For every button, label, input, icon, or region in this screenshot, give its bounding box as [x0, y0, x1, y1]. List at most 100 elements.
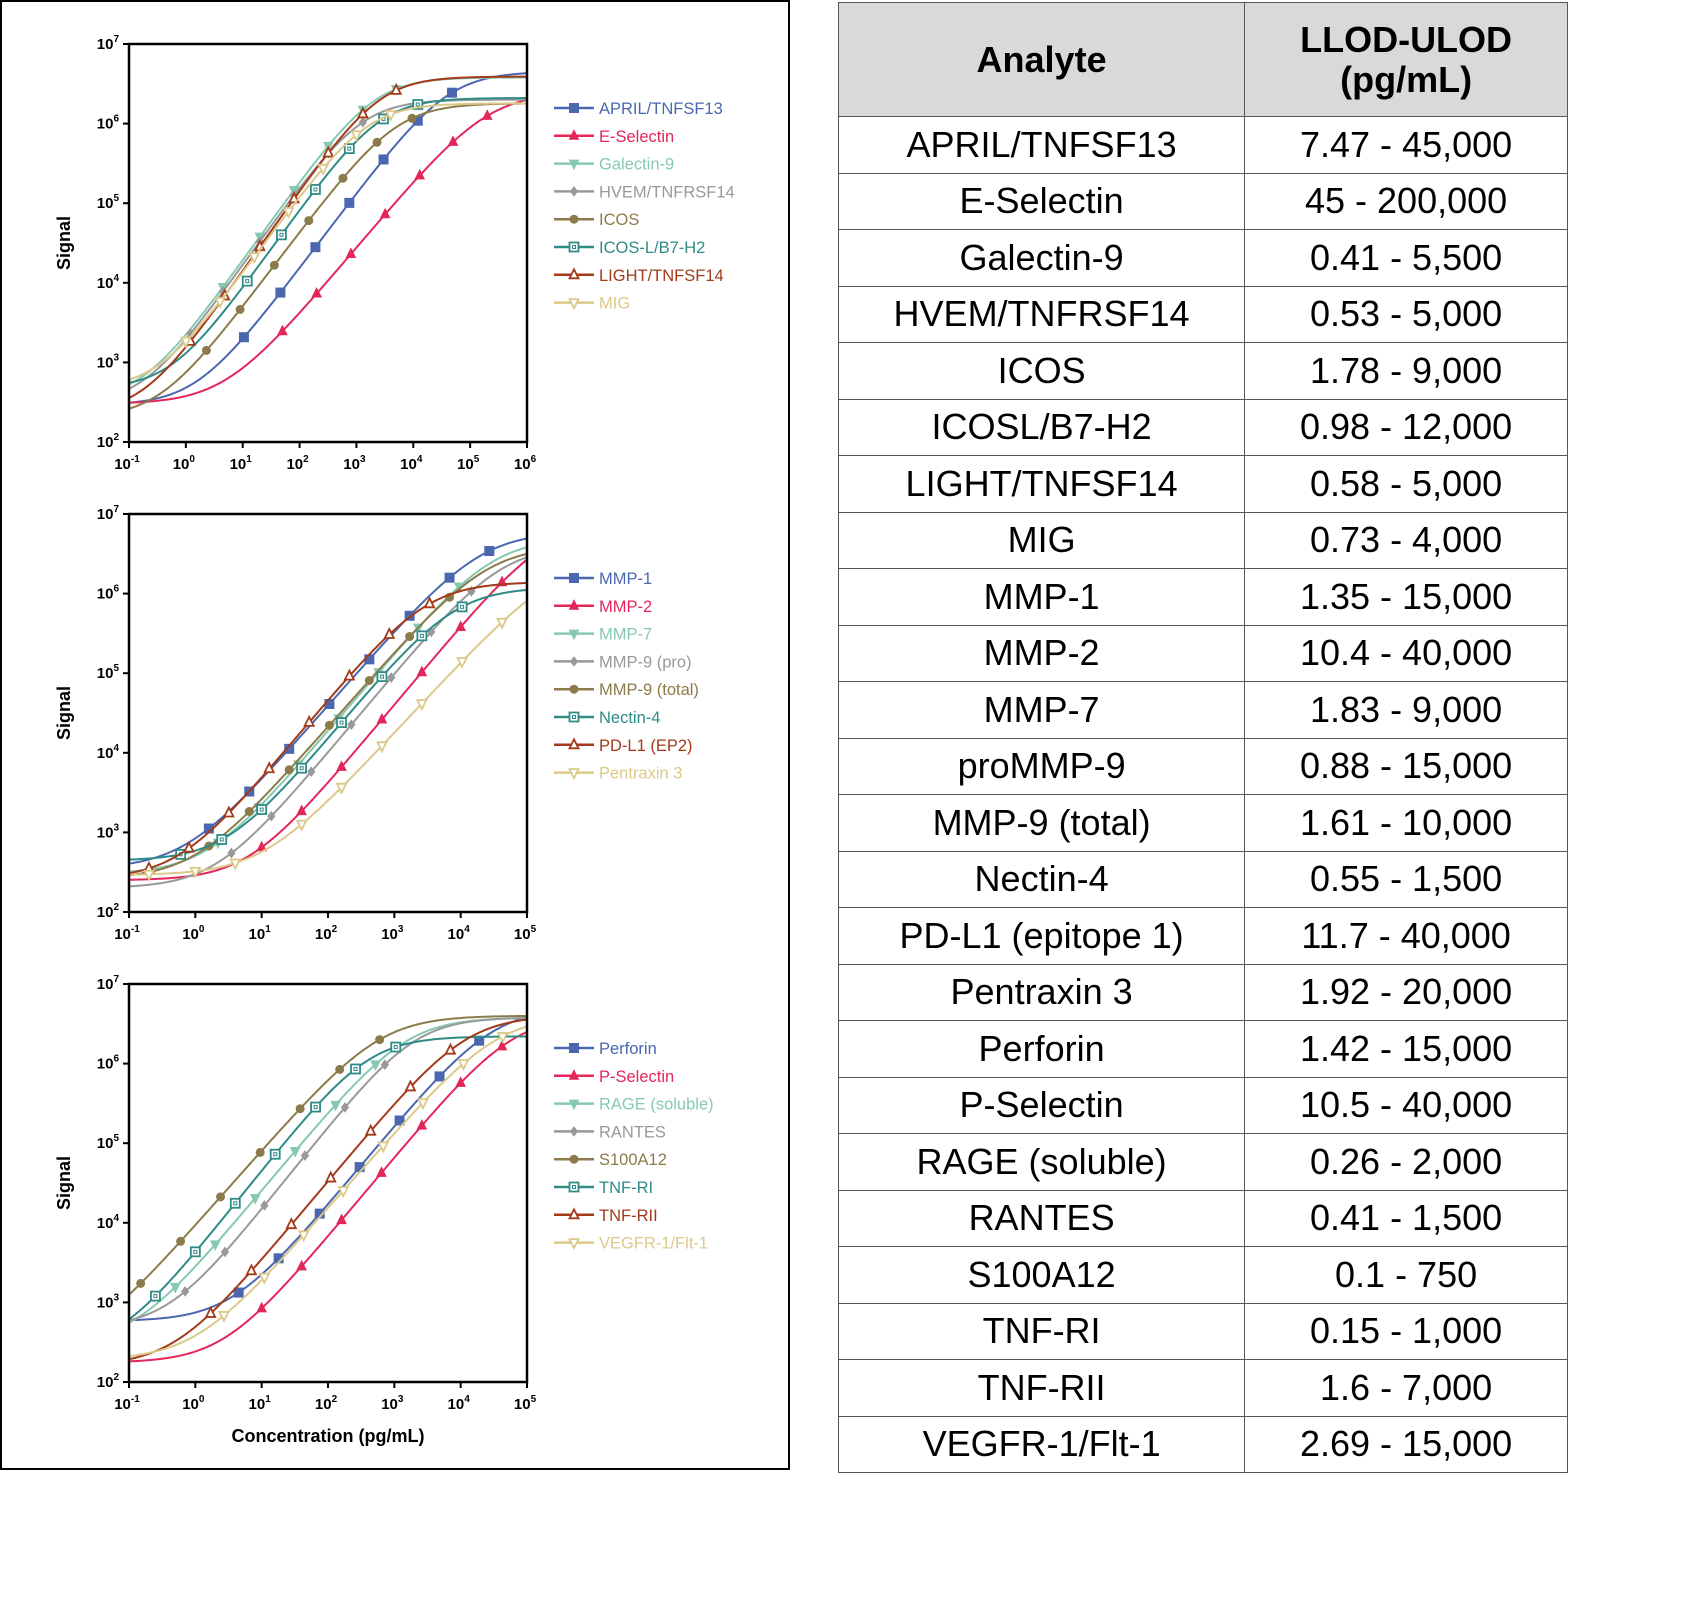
nectin-4-data-point [376, 671, 388, 683]
legend-item-icos-l-b7-h2: ICOS-L/B7-H2 [554, 239, 705, 257]
analyte-cell: ICOS [837, 342, 1246, 400]
x-tick-exp: 2 [332, 924, 338, 935]
range-cell: 0.98 - 12,000 [1244, 398, 1568, 456]
s100a12-data-point [255, 1147, 265, 1157]
legend-item-mmp-2: MMP-2 [554, 598, 652, 616]
mmp-9-pro-data-point [347, 719, 356, 730]
vegfr-1-flt-1-data-point [496, 1032, 509, 1044]
legend-item-icos: ICOS [554, 211, 639, 229]
y-tick-label: 105 [97, 193, 120, 212]
rantes-data-point [260, 1200, 269, 1211]
table-row: ICOSL/B7-H2 0.98 - 12,000 [837, 398, 1568, 456]
x-tick-base: 10 [286, 456, 303, 472]
legend-label: TNF-RI [599, 1179, 653, 1197]
x-tick-base: 10 [114, 926, 131, 942]
rage-soluble-data-point [289, 1147, 301, 1158]
range-cell: 1.78 - 9,000 [1244, 342, 1568, 400]
x-tick-label: 100 [182, 1394, 205, 1413]
x-tick-exp: 2 [332, 1394, 338, 1405]
y-tick-base: 10 [97, 976, 114, 993]
p-selectin-legend-data-point [568, 1069, 580, 1080]
analyte-cell: RAGE (soluble) [837, 1133, 1246, 1191]
mmp-9-total-data-point [324, 720, 334, 730]
mmp-7-legend-data-point [568, 629, 580, 641]
legend: MMP-1 MMP-2 MMP-7 MMP-9 (pro) MMP-9 (total) N… [554, 570, 699, 783]
icos-l-b7-h2-data-point [343, 143, 355, 155]
y-tick-exp: 4 [113, 743, 119, 754]
analyte-cell: Nectin-4 [837, 850, 1246, 908]
legend-item-e-selectin: E-Selectin [554, 128, 674, 146]
mmp-9-pro-data-point [227, 847, 236, 859]
table-row: proMMP-9 0.88 - 15,000 [837, 737, 1568, 795]
analyte-cell: LIGHT/TNFSF14 [837, 455, 1246, 513]
light-tnfsf14-data-point [322, 145, 335, 158]
pentraxin-3-data-point [335, 782, 348, 795]
icos-data-point [304, 216, 314, 226]
y-axis-label: Signal [54, 1156, 74, 1210]
y-tick-label: 106 [97, 1054, 120, 1073]
mig-data-point [350, 130, 363, 143]
perforin-data-point [434, 1071, 445, 1082]
rantes-data-point [340, 1102, 350, 1113]
legend: APRIL/TNFSF13 E-Selectin Galectin-9 HVEM/TN… [554, 100, 735, 313]
table-row: LIGHT/TNFSF14 0.58 - 5,000 [837, 455, 1568, 513]
legend-item-tnf-rii: TNF-RII [554, 1207, 658, 1225]
x-tick-exp: 0 [199, 924, 205, 935]
range-cell: 0.55 - 1,500 [1244, 850, 1568, 908]
y-tick-base: 10 [97, 275, 114, 292]
legend-label: ICOS [599, 211, 639, 229]
nectin-4-legend-data-point [568, 711, 580, 723]
mmp-9-total-data-point [244, 806, 254, 816]
nectin-4-data-point [256, 804, 268, 815]
range-cell: 0.41 - 1,500 [1244, 1189, 1568, 1247]
standard-curves-panel: 10-1 100 101 102 103 104 105 106 102 103 104 105 106… [0, 0, 790, 1470]
pentraxin-3-data-point [415, 699, 428, 712]
y-tick-base: 10 [97, 506, 114, 523]
plot-frame [127, 982, 529, 1384]
legend-item-mmp-1: MMP-1 [554, 570, 652, 588]
mig-data-point [384, 110, 397, 122]
y-tick-exp: 4 [113, 1213, 119, 1224]
y-tick-label: 107 [97, 34, 120, 53]
pentraxin-3-data-point [229, 858, 242, 871]
mig-legend-data-point [568, 298, 580, 311]
standard-curve-chart-2: 10-1 100 101 102 103 104 105102103104105106107… [54, 504, 699, 942]
y-tick-label: 106 [97, 114, 120, 133]
mmp-1-data-point [364, 654, 375, 665]
y-tick-label: 106 [97, 584, 120, 603]
curve-vegfr-1-flt-1 [129, 1025, 527, 1358]
pd-l1-ep2-data-point [263, 761, 276, 774]
x-tick-label: 103 [343, 454, 366, 472]
y-tick-label: 104 [97, 1213, 120, 1232]
x-tick-label: 105 [457, 454, 480, 472]
header-llod-ulod-line2: (pg/mL) [1340, 58, 1473, 100]
range-cell: 0.1 - 750 [1244, 1246, 1568, 1304]
y-tick-base: 10 [97, 195, 114, 212]
x-tick-base: 10 [343, 456, 360, 472]
x-tick-exp: 1 [265, 924, 271, 935]
curves-group [129, 537, 527, 888]
y-tick-label: 103 [97, 1292, 120, 1311]
vegfr-1-flt-1-data-point [377, 1141, 390, 1154]
x-tick-label: 102 [286, 454, 309, 472]
x-tick-label: 102 [315, 1394, 338, 1413]
analyte-cell: ICOSL/B7-H2 [837, 398, 1246, 456]
legend-item-hvem-tnfrsf14: HVEM/TNFRSF14 [554, 183, 735, 201]
curve-rage-soluble [129, 1016, 527, 1324]
x-tick-label: 104 [448, 1394, 471, 1413]
perforin-data-point [233, 1287, 244, 1298]
p-selectin-data-point [376, 1166, 387, 1177]
table-header-row: Analyte LLOD-ULOD (pg/mL) [837, 2, 1568, 117]
x-tick-exp: 5 [531, 1394, 537, 1405]
analyte-cell: MIG [837, 511, 1246, 569]
x-tick-base: 10 [182, 926, 199, 942]
tnf-rii-legend-data-point [568, 1207, 580, 1220]
april-tnfsf13-data-point [310, 242, 321, 253]
icos-data-point [235, 304, 245, 314]
curve-e-selectin [129, 98, 527, 404]
range-cell: 0.53 - 5,000 [1244, 285, 1568, 343]
legend-label: APRIL/TNFSF13 [599, 100, 723, 118]
analyte-cell: TNF-RI [837, 1302, 1246, 1360]
tnf-ri-data-point [149, 1290, 161, 1302]
tnf-rii-data-point [324, 1170, 337, 1183]
